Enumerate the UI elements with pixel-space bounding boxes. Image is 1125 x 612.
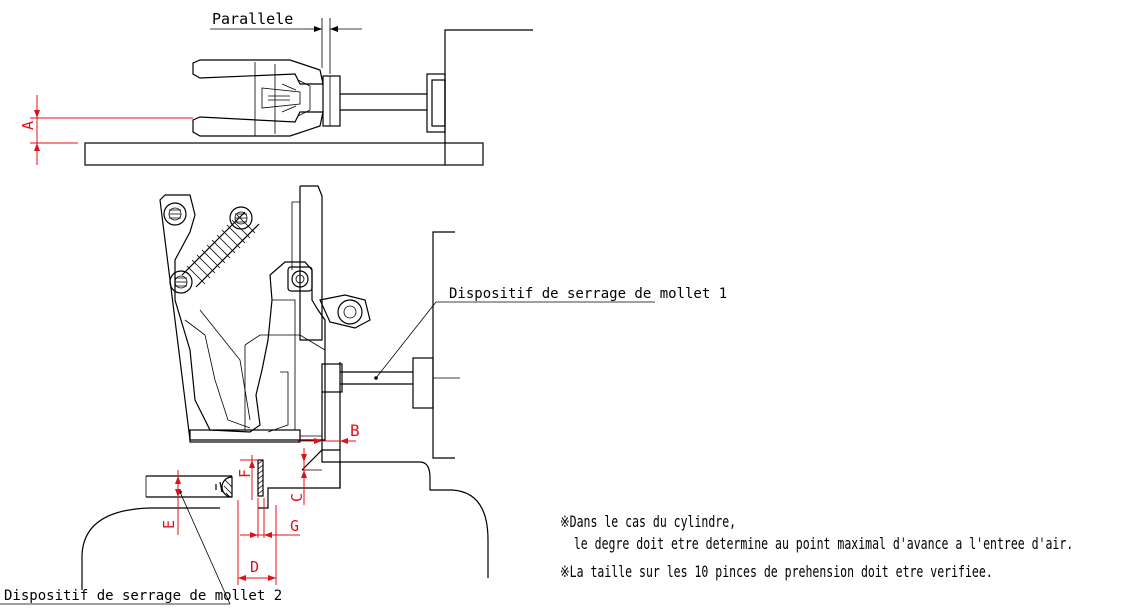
- dimension-g: G: [240, 498, 300, 538]
- note-line-2: le degre doit etre determine au point ma…: [560, 534, 1074, 553]
- bolt-frame: [287, 266, 313, 292]
- half-round-pin: [221, 476, 233, 498]
- parallele-label: Parallele: [212, 10, 293, 28]
- note-line-1: ※Dans le cas du cylindre,: [560, 512, 737, 531]
- dimension-d: D: [237, 500, 277, 585]
- dimension-c-label: C: [288, 493, 306, 502]
- bolt-top-left: [163, 202, 187, 226]
- dimension-e: E: [160, 470, 181, 535]
- bolt-top-right: [229, 206, 253, 230]
- note-line-3: ※La taille sur les 10 pinces de prehensi…: [560, 562, 993, 581]
- dimension-e-label: E: [160, 520, 178, 529]
- dimension-f: F: [236, 455, 258, 500]
- dimension-b-label: B: [350, 421, 360, 440]
- dimension-g-label: G: [290, 517, 299, 535]
- roller: [319, 294, 371, 329]
- dimension-d-label: D: [250, 558, 259, 576]
- dimension-b: B: [298, 421, 360, 444]
- clamp2-label: Dispositif de serrage de mollet 2: [4, 588, 282, 604]
- top-view: Parallele A: [19, 10, 533, 166]
- hatched-plate: [257, 459, 264, 497]
- dimension-a-label: A: [19, 121, 37, 130]
- dimension-f-label: F: [236, 469, 254, 478]
- bolt-middle: [169, 270, 193, 294]
- spring: [181, 211, 260, 288]
- side-view: Dispositif de serrage de mollet 1 Dispos…: [0, 185, 727, 605]
- dimension-c: C: [288, 448, 307, 505]
- clamp1-label: Dispositif de serrage de mollet 1: [449, 286, 727, 302]
